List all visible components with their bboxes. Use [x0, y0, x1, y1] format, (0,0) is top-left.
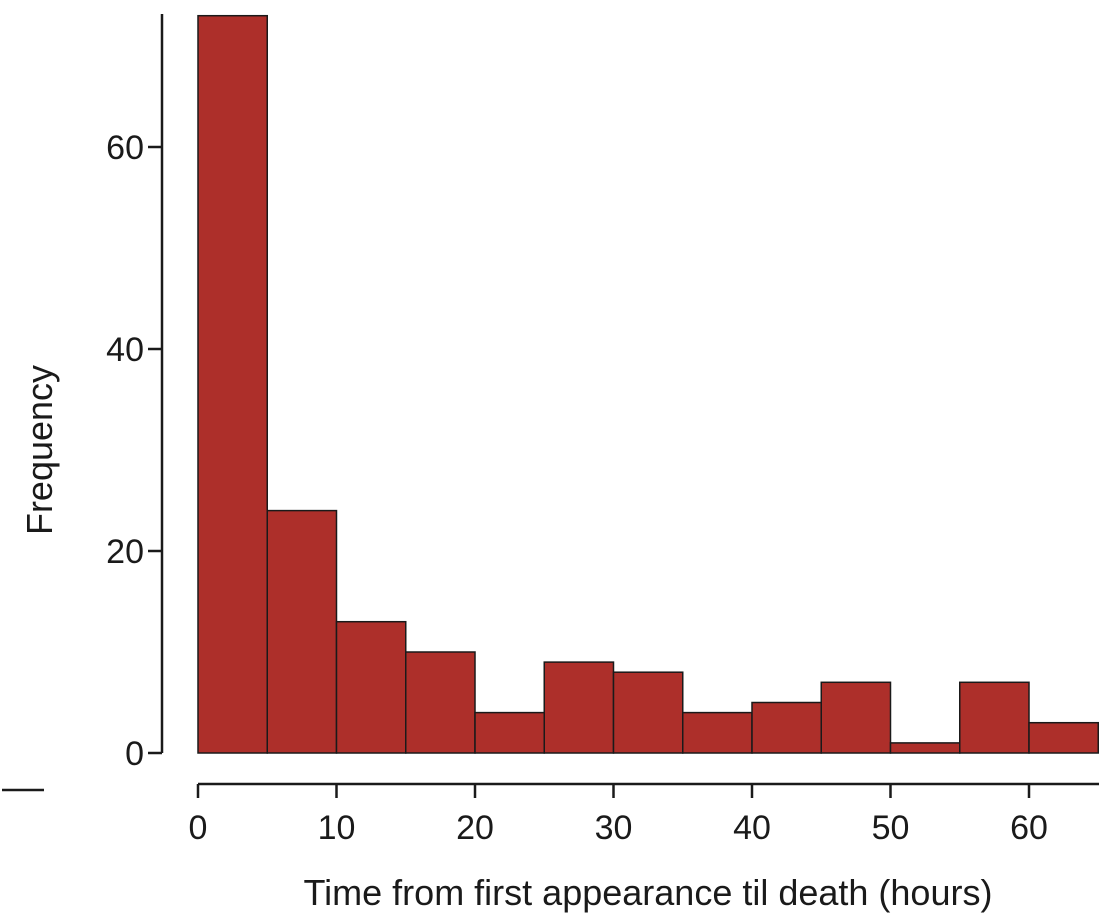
- histogram-bar: [405, 651, 476, 754]
- histogram-bar: [474, 711, 545, 754]
- y-tick-label: 40: [106, 331, 144, 369]
- histogram-bar: [682, 711, 753, 754]
- histogram-bar: [820, 681, 892, 754]
- y-tick-label: 60: [106, 129, 144, 167]
- histogram-bar: [889, 742, 961, 754]
- y-tick-label: 0: [125, 735, 144, 773]
- x-tick-label: 20: [456, 809, 494, 847]
- histogram-bar: [543, 661, 615, 754]
- y-tick-label: 20: [106, 533, 144, 571]
- histogram-bar: [266, 509, 338, 754]
- y-axis-label: Frequency: [19, 365, 60, 535]
- histogram-bar: [959, 681, 1030, 754]
- histogram-bar: [751, 701, 822, 754]
- histogram-bar: [1028, 721, 1099, 754]
- y-axis: 0 20 40 60: [106, 14, 164, 773]
- histogram-bars: [197, 14, 1099, 754]
- x-tick-label: 40: [733, 809, 771, 847]
- x-axis-label: Time from first appearance til death (ho…: [304, 872, 993, 913]
- histogram-bar: [197, 14, 268, 754]
- x-tick-label: 10: [318, 809, 356, 847]
- histogram-bar: [335, 620, 407, 754]
- x-axis: 0 10 20 30 40 50 60: [189, 782, 1099, 847]
- x-tick-label: 0: [189, 809, 208, 847]
- histogram-bar: [612, 671, 684, 754]
- x-tick-label: 60: [1010, 809, 1048, 847]
- x-tick-label: 30: [595, 809, 633, 847]
- x-tick-label: 50: [872, 809, 910, 847]
